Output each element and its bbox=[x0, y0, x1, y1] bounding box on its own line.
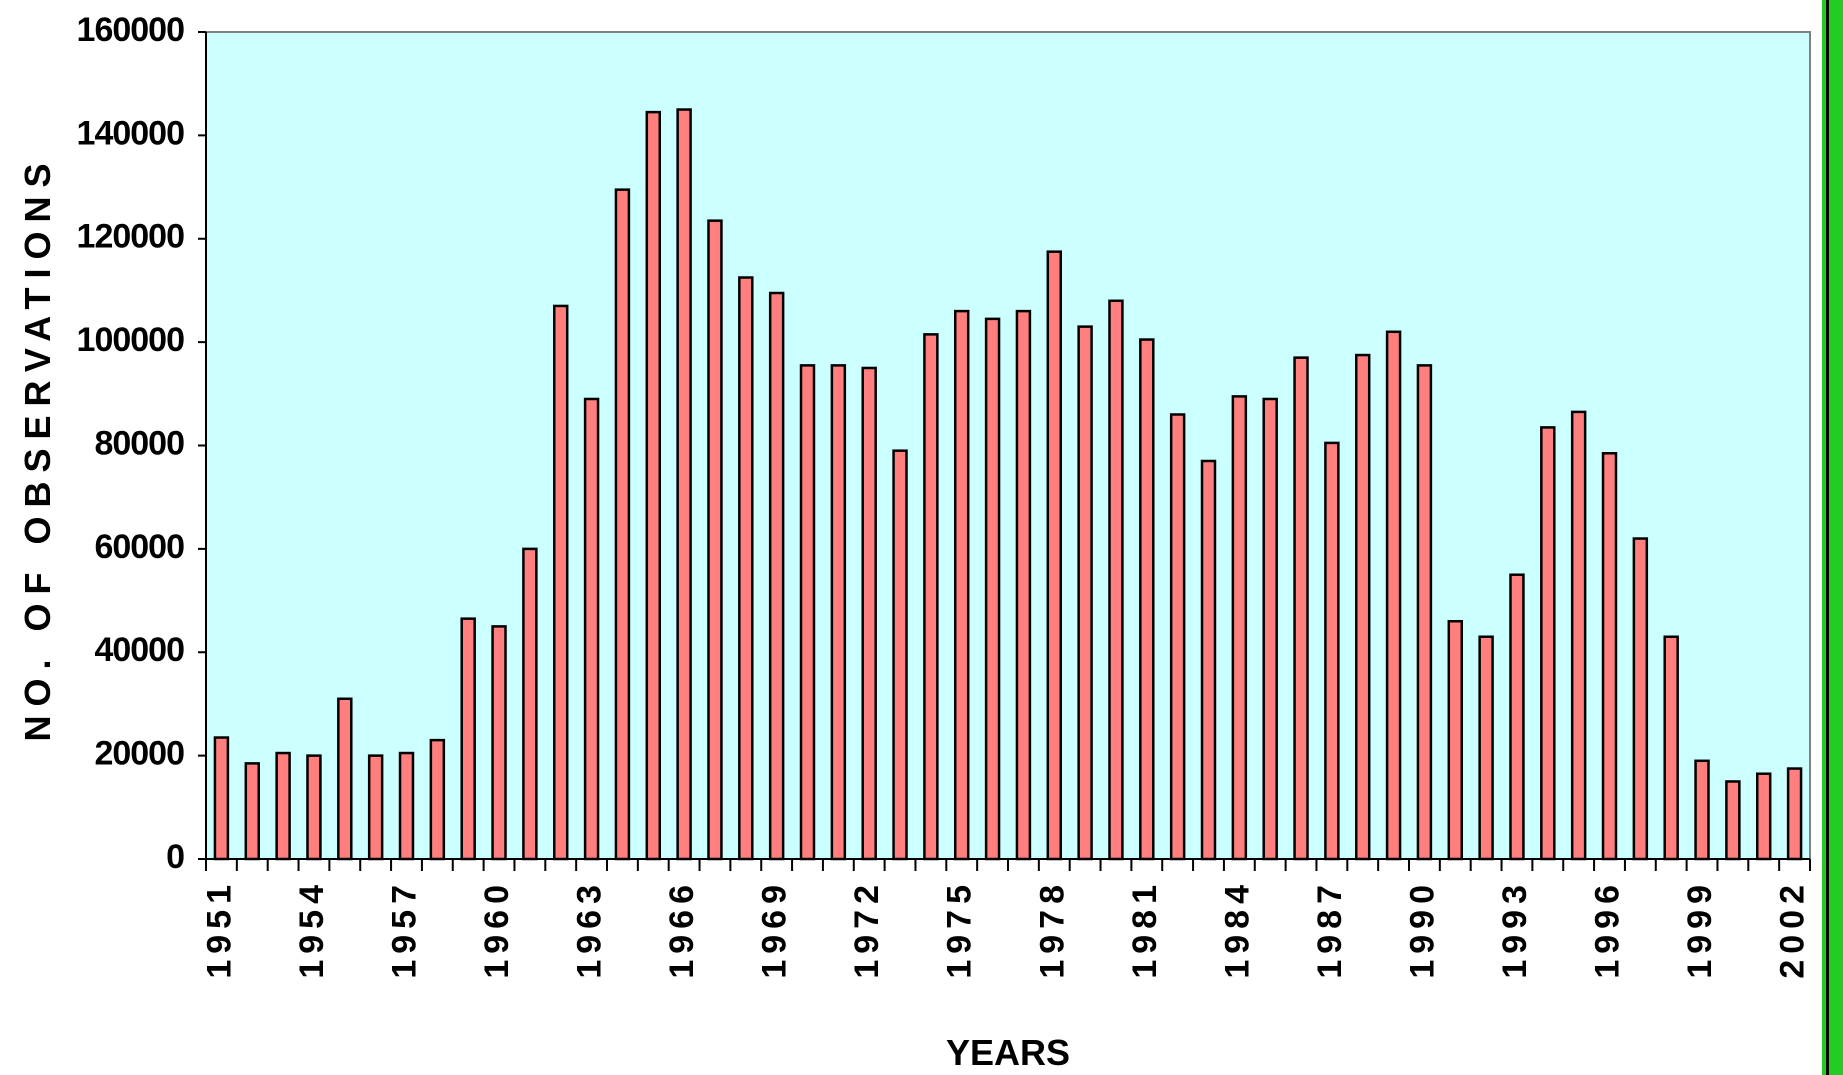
bar bbox=[923, 333, 939, 861]
x-tick-label: 1966 bbox=[663, 879, 701, 979]
bar bbox=[1786, 767, 1803, 861]
x-tick-label: 1960 bbox=[478, 879, 516, 979]
y-tick-label: 60000 bbox=[94, 528, 184, 566]
x-tick-label: 1993 bbox=[1496, 879, 1534, 979]
bar bbox=[1139, 338, 1155, 861]
y-tick-label: 40000 bbox=[94, 631, 184, 669]
bar bbox=[1355, 353, 1371, 861]
bar bbox=[1108, 299, 1124, 861]
bar bbox=[768, 291, 785, 861]
bar bbox=[892, 449, 908, 861]
bar bbox=[398, 751, 415, 861]
y-tick-label: 0 bbox=[166, 838, 184, 876]
bar bbox=[337, 697, 353, 861]
bar bbox=[676, 108, 692, 861]
bar bbox=[553, 304, 569, 861]
plot-area bbox=[205, 31, 1811, 860]
bar bbox=[1478, 635, 1494, 861]
bar bbox=[1385, 330, 1402, 861]
x-tick-label: 1951 bbox=[200, 879, 238, 979]
x-tick-label: 1990 bbox=[1403, 879, 1441, 979]
y-tick-label: 80000 bbox=[94, 424, 184, 462]
bar bbox=[645, 110, 661, 861]
bar bbox=[861, 366, 877, 861]
bar bbox=[429, 738, 446, 861]
bar bbox=[1324, 441, 1340, 861]
x-axis-title: YEARS bbox=[946, 1032, 1070, 1073]
bar bbox=[1200, 459, 1217, 861]
bar bbox=[614, 188, 631, 861]
bar bbox=[1725, 780, 1741, 861]
bar bbox=[306, 754, 322, 861]
bar bbox=[1447, 619, 1463, 861]
x-tick-label: 1987 bbox=[1311, 879, 1349, 979]
bar bbox=[213, 736, 230, 861]
bar bbox=[275, 751, 291, 861]
x-tick-label: 1978 bbox=[1033, 879, 1071, 979]
bar bbox=[1540, 426, 1556, 861]
y-axis-title: NO. OF OBSERVATIONS bbox=[17, 154, 58, 741]
side-strip-edge bbox=[1826, 0, 1829, 1075]
x-tick-label: 1957 bbox=[385, 879, 423, 979]
bar bbox=[522, 547, 538, 861]
x-tick-label: 2002 bbox=[1774, 879, 1812, 979]
bar bbox=[367, 754, 384, 861]
bar bbox=[984, 317, 1001, 861]
x-tick-label: 1984 bbox=[1218, 879, 1256, 979]
bar bbox=[1509, 573, 1525, 861]
bar bbox=[1601, 452, 1618, 861]
bar bbox=[1015, 309, 1032, 861]
bar bbox=[244, 762, 260, 861]
x-tick-label: 1969 bbox=[756, 879, 794, 979]
bar bbox=[1570, 410, 1587, 861]
bar bbox=[1262, 397, 1278, 861]
y-tick-label: 20000 bbox=[94, 735, 184, 773]
bar bbox=[1169, 413, 1186, 861]
side-strip bbox=[1822, 0, 1843, 1075]
y-tick-label: 100000 bbox=[77, 321, 185, 359]
y-tick-label: 140000 bbox=[77, 114, 185, 152]
bar bbox=[954, 309, 970, 861]
y-tick-label: 120000 bbox=[77, 218, 185, 256]
bar bbox=[583, 397, 600, 861]
bar bbox=[1632, 537, 1649, 861]
bar bbox=[830, 364, 847, 861]
bar bbox=[1756, 772, 1772, 861]
x-tick-label: 1981 bbox=[1126, 879, 1164, 979]
x-tick-label: 1963 bbox=[571, 879, 609, 979]
bar bbox=[1416, 364, 1433, 861]
bar bbox=[1231, 395, 1248, 861]
bar bbox=[1663, 635, 1679, 861]
x-tick-label: 1975 bbox=[941, 879, 979, 979]
bar bbox=[1694, 759, 1710, 861]
y-tick-label: 160000 bbox=[77, 11, 185, 49]
bar bbox=[1077, 325, 1093, 861]
bar bbox=[460, 617, 476, 861]
x-tick-label: 1954 bbox=[293, 879, 331, 979]
x-tick-label: 1996 bbox=[1588, 879, 1626, 979]
bar bbox=[491, 625, 507, 861]
bar bbox=[707, 219, 723, 861]
bar bbox=[1293, 356, 1309, 861]
bar bbox=[1046, 250, 1062, 861]
x-tick-label: 1972 bbox=[848, 879, 886, 979]
bar bbox=[738, 276, 754, 861]
bar bbox=[799, 364, 816, 861]
x-tick-label: 1999 bbox=[1681, 879, 1719, 979]
